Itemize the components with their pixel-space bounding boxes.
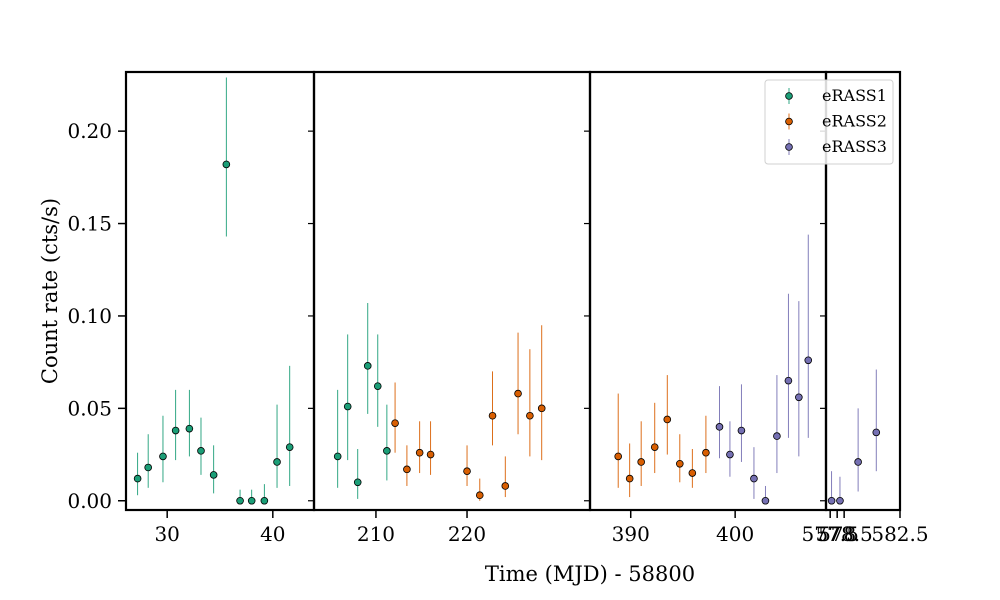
x-tick-label: 577.5 [802,522,859,546]
data-point [159,452,167,461]
data-point [761,496,770,505]
data-point [488,411,497,420]
data-point [426,450,435,459]
data-point [625,474,634,483]
data-point [784,376,793,385]
y-tick-label: 0.05 [67,396,112,420]
panel-frame [124,70,316,512]
legend-box [764,79,894,165]
data-point [171,426,180,435]
legend-marker [785,117,793,126]
data-point [273,458,281,466]
x-tick-label: 578.5 [816,522,873,546]
data-point [475,491,484,500]
data-point [827,496,836,505]
data-point [737,426,746,435]
legend-label: eRASS1 [822,86,887,105]
data-point [614,452,622,461]
x-tick-label: 220 [448,522,486,546]
x-tick-label: 400 [716,522,754,546]
data-point [650,443,659,451]
data-point [403,465,411,474]
data-point [795,393,803,402]
data-point [463,467,471,475]
data-point [688,469,697,477]
data-point [185,424,194,433]
data-point [260,496,269,505]
data-point [373,382,382,390]
data-point [197,447,205,455]
data-point [872,428,881,437]
data-point [343,402,352,411]
legend-label: eRASS3 [822,137,887,156]
legend-marker [785,92,793,100]
data-point [663,415,672,424]
y-tick-label: 0.10 [67,304,112,328]
data-point [209,471,218,479]
data-point [854,458,862,466]
data-point [247,496,256,505]
data-point [501,482,510,490]
data-point [333,452,342,461]
legend-label: eRASS2 [822,112,887,131]
y-axis-title: Count rate (cts/s) [38,198,62,384]
data-point [773,432,781,440]
data-point [353,478,362,487]
x-tick-label: 210 [357,522,395,546]
data-point [415,448,424,457]
x-tick-label: 582.5 [871,522,928,546]
data-point [236,496,244,505]
data-point [804,356,813,365]
y-tick-label: 0.20 [67,119,112,143]
panel-frame [824,70,902,512]
y-tick-label: 0.00 [67,489,112,513]
data-point [750,474,758,483]
x-tick-label: 390 [612,522,650,546]
data-point [222,160,231,169]
plot-marks: 0.00 0.05 0.10 0.15 0.20 30 40 210 220 390 400 577.… [67,70,929,546]
data-point [391,419,399,427]
data-point [383,447,391,455]
legend-marker [785,143,793,151]
data-point [285,443,294,451]
data-point [637,458,645,466]
data-point [537,404,546,413]
y-tick-label: 0.15 [67,212,112,236]
x-tick-label: 578 [818,522,856,546]
data-point [133,474,142,483]
panel-frame [312,70,592,512]
x-tick-label: 40 [260,522,285,546]
data-point [715,423,724,431]
x-axis-title: Time (MJD) - 58800 [485,562,695,586]
data-point [514,389,522,398]
data-point [702,448,710,457]
data-point [726,450,734,459]
x-tick-label: 30 [154,522,179,546]
data-point [676,459,684,468]
data-point [526,411,534,420]
data-point [144,463,152,472]
data-point [836,496,844,505]
data-point [363,362,372,370]
